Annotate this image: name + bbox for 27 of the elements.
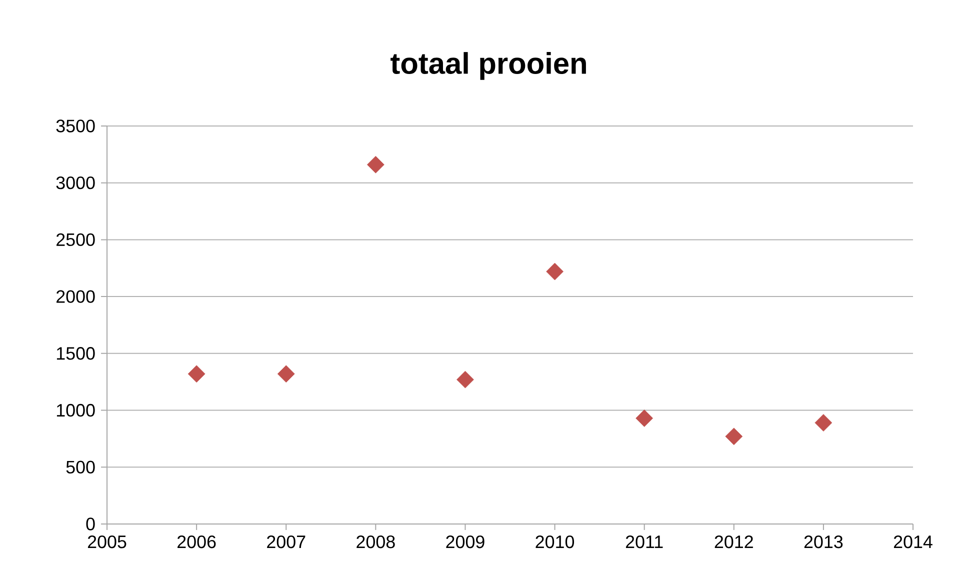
point (636, 410, 654, 427)
point (546, 262, 564, 280)
y-tick-label: 1500 (56, 347, 95, 360)
x-tick-label: 2014 (894, 535, 932, 548)
point (366, 156, 384, 174)
point (814, 414, 832, 432)
y-tick-label: 3000 (56, 176, 95, 190)
x-tick-label: 2010 (536, 535, 574, 548)
x-tick-label: 2013 (804, 535, 843, 548)
x-tick-label: 2009 (446, 535, 484, 548)
chart-title: totaal prooien (390, 52, 586, 80)
y-tick-label: 500 (66, 460, 95, 474)
x-tick-label: 2005 (88, 535, 126, 548)
point (456, 370, 474, 388)
y-tick-label: 2500 (56, 233, 95, 246)
y-tick-label: 3500 (56, 120, 95, 132)
x-tick-label: 2007 (267, 535, 306, 548)
point (725, 428, 743, 446)
x-tick-label: 2008 (356, 535, 395, 548)
x-tick-label: 2011 (626, 535, 663, 548)
x-tick-label: 2012 (714, 535, 753, 548)
y-tick-label: 1000 (56, 404, 95, 417)
point (188, 365, 206, 383)
point (277, 365, 295, 383)
y-tick-label: 0 (86, 518, 95, 530)
y-tick-label: 2000 (56, 290, 95, 303)
x-tick-label: 2006 (178, 535, 216, 548)
